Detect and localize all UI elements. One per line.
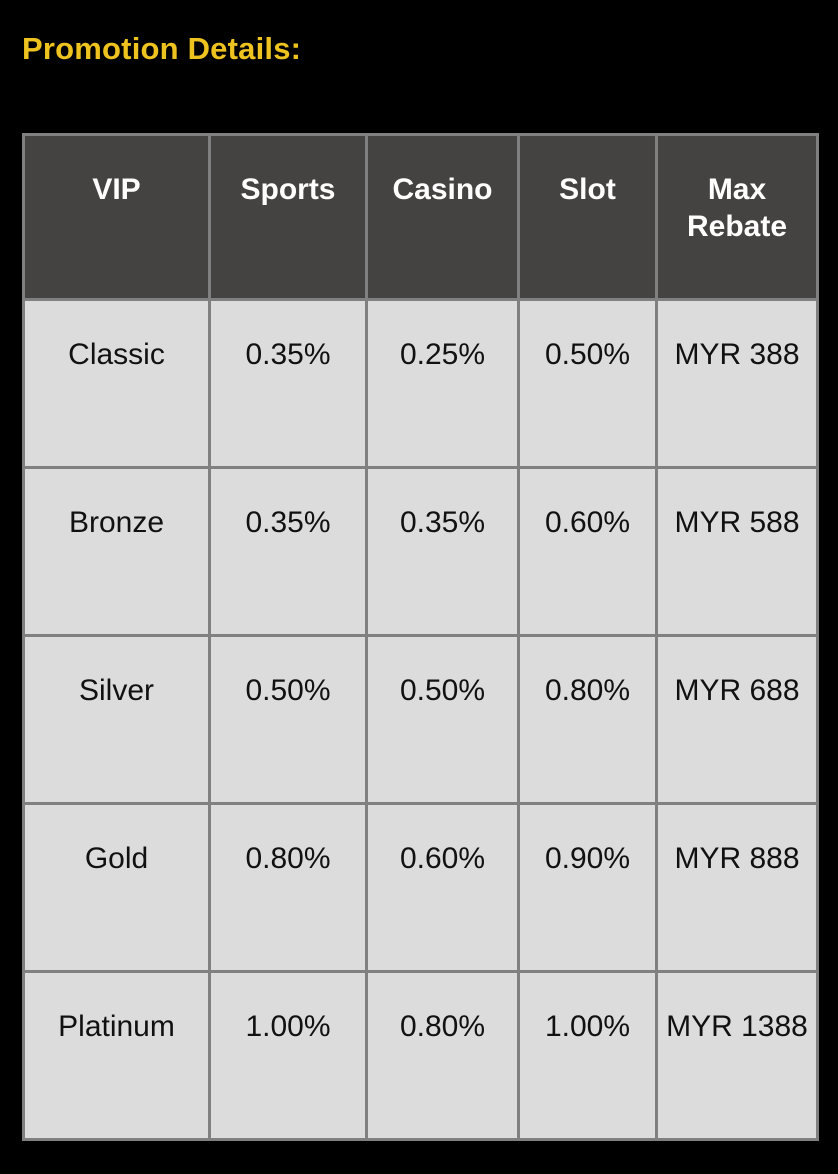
cell-sports: 1.00% xyxy=(208,970,368,1141)
table-row: Gold 0.80% 0.60% 0.90% MYR 888 xyxy=(22,802,819,973)
cell-sports: 0.35% xyxy=(208,298,368,469)
cell-max-rebate: MYR 688 xyxy=(655,634,819,805)
cell-casino: 0.35% xyxy=(365,466,520,637)
table-header: VIP Sports Casino Slot Max Rebate xyxy=(22,133,819,301)
cell-vip: Silver xyxy=(22,634,211,805)
cell-max-rebate: MYR 388 xyxy=(655,298,819,469)
cell-casino: 0.25% xyxy=(365,298,520,469)
cell-casino: 0.50% xyxy=(365,634,520,805)
cell-slot: 0.80% xyxy=(517,634,658,805)
cell-sports: 0.50% xyxy=(208,634,368,805)
table-row: Silver 0.50% 0.50% 0.80% MYR 688 xyxy=(22,634,819,805)
column-header-max-rebate: Max Rebate xyxy=(655,133,819,301)
column-header-casino: Casino xyxy=(365,133,520,301)
column-header-vip: VIP xyxy=(22,133,211,301)
cell-vip: Bronze xyxy=(22,466,211,637)
page-title: Promotion Details: xyxy=(22,31,302,66)
cell-max-rebate: MYR 888 xyxy=(655,802,819,973)
cell-max-rebate: MYR 588 xyxy=(655,466,819,637)
cell-vip: Platinum xyxy=(22,970,211,1141)
table-body: Classic 0.35% 0.25% 0.50% MYR 388 Bronze… xyxy=(22,298,819,1141)
cell-sports: 0.80% xyxy=(208,802,368,973)
cell-casino: 0.80% xyxy=(365,970,520,1141)
column-header-slot: Slot xyxy=(517,133,658,301)
promotion-table-container: VIP Sports Casino Slot Max Rebate Classi… xyxy=(22,133,819,1141)
cell-vip: Classic xyxy=(22,298,211,469)
cell-vip: Gold xyxy=(22,802,211,973)
column-header-sports: Sports xyxy=(208,133,368,301)
cell-slot: 1.00% xyxy=(517,970,658,1141)
cell-sports: 0.35% xyxy=(208,466,368,637)
table-header-row: VIP Sports Casino Slot Max Rebate xyxy=(22,133,819,301)
cell-slot: 0.60% xyxy=(517,466,658,637)
table-row: Classic 0.35% 0.25% 0.50% MYR 388 xyxy=(22,298,819,469)
cell-max-rebate: MYR 1388 xyxy=(655,970,819,1141)
cell-slot: 0.50% xyxy=(517,298,658,469)
cell-casino: 0.60% xyxy=(365,802,520,973)
table-row: Bronze 0.35% 0.35% 0.60% MYR 588 xyxy=(22,466,819,637)
vip-rebate-table: VIP Sports Casino Slot Max Rebate Classi… xyxy=(22,133,819,1141)
table-row: Platinum 1.00% 0.80% 1.00% MYR 1388 xyxy=(22,970,819,1141)
cell-slot: 0.90% xyxy=(517,802,658,973)
